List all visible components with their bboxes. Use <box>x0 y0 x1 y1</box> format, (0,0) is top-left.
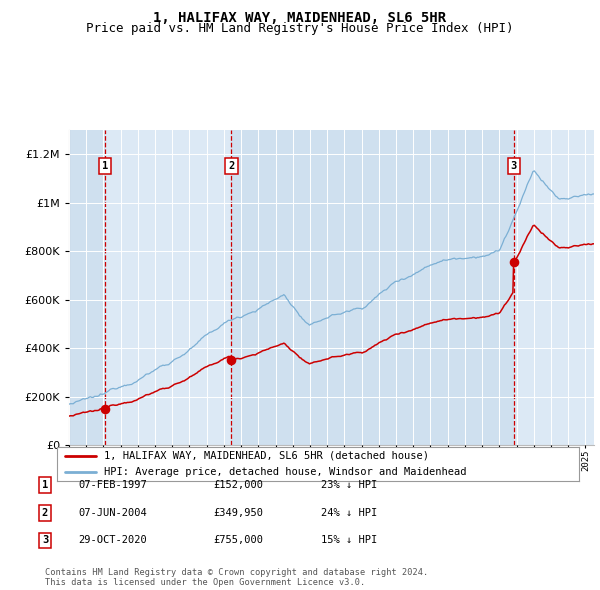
Text: 29-OCT-2020: 29-OCT-2020 <box>78 536 147 545</box>
Text: 07-FEB-1997: 07-FEB-1997 <box>78 480 147 490</box>
Text: 1: 1 <box>42 480 48 490</box>
Text: 07-JUN-2004: 07-JUN-2004 <box>78 508 147 517</box>
Text: £349,950: £349,950 <box>213 508 263 517</box>
Point <box>509 257 518 267</box>
Text: This data is licensed under the Open Government Licence v3.0.: This data is licensed under the Open Gov… <box>45 578 365 587</box>
Bar <box>69 130 105 445</box>
Point <box>100 404 110 413</box>
Text: 15% ↓ HPI: 15% ↓ HPI <box>321 536 377 545</box>
Text: 2: 2 <box>42 508 48 517</box>
Text: £755,000: £755,000 <box>213 536 263 545</box>
Bar <box>105 130 232 445</box>
Text: 3: 3 <box>511 161 517 171</box>
Text: 1: 1 <box>102 161 108 171</box>
Text: 1, HALIFAX WAY, MAIDENHEAD, SL6 5HR: 1, HALIFAX WAY, MAIDENHEAD, SL6 5HR <box>154 11 446 25</box>
Text: Price paid vs. HM Land Registry's House Price Index (HPI): Price paid vs. HM Land Registry's House … <box>86 22 514 35</box>
Text: 24% ↓ HPI: 24% ↓ HPI <box>321 508 377 517</box>
Text: 3: 3 <box>42 536 48 545</box>
Bar <box>514 130 594 445</box>
Bar <box>232 130 514 445</box>
Point <box>227 356 236 365</box>
Text: 23% ↓ HPI: 23% ↓ HPI <box>321 480 377 490</box>
Text: £152,000: £152,000 <box>213 480 263 490</box>
Text: Contains HM Land Registry data © Crown copyright and database right 2024.: Contains HM Land Registry data © Crown c… <box>45 568 428 577</box>
Text: 2: 2 <box>229 161 235 171</box>
Text: HPI: Average price, detached house, Windsor and Maidenhead: HPI: Average price, detached house, Wind… <box>104 467 466 477</box>
Text: 1, HALIFAX WAY, MAIDENHEAD, SL6 5HR (detached house): 1, HALIFAX WAY, MAIDENHEAD, SL6 5HR (det… <box>104 451 429 461</box>
